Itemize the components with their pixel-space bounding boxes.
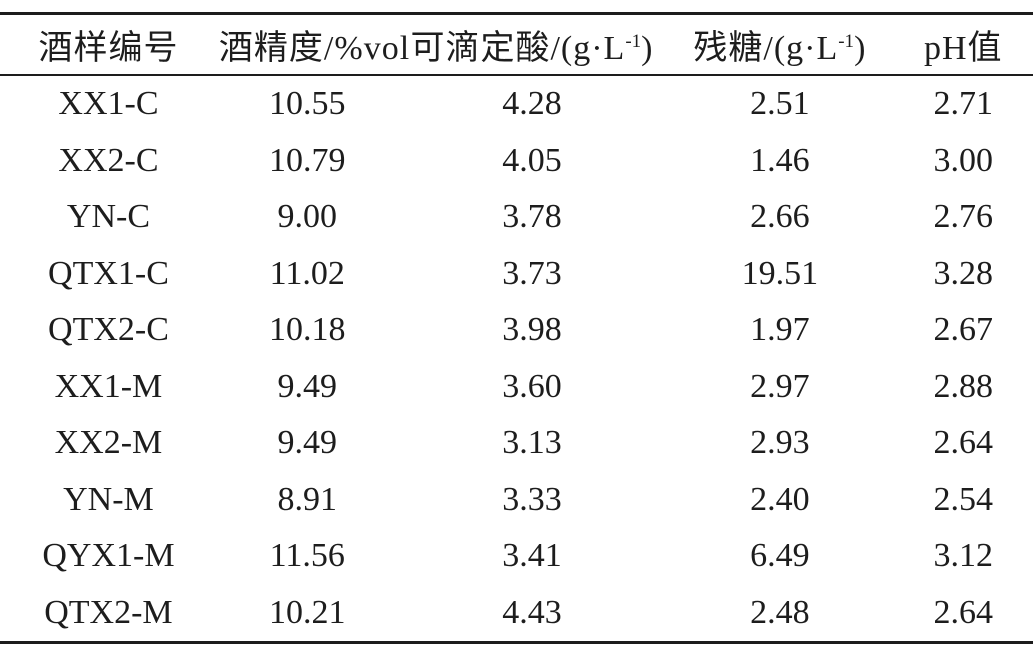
cell-alcohol: 10.18: [269, 311, 346, 349]
cell-residual-sugar: 6.49: [750, 537, 810, 575]
cell-residual-sugar: 1.97: [750, 311, 810, 349]
col-header-alcohol-label: 酒精度/%vol: [218, 30, 411, 67]
col-header-ph: pH值: [893, 13, 1033, 76]
cell-alcohol: 11.02: [269, 254, 345, 292]
col-header-titratable-acid-sup: -1: [625, 31, 642, 52]
cell-titratable-acid: 3.98: [502, 311, 562, 349]
cell-titratable-acid: 3.13: [502, 424, 562, 462]
table-row: XX2-C 10.79 4.05 1.46 3.00: [0, 133, 1033, 190]
cell-titratable-acid: 3.60: [502, 367, 562, 405]
col-header-alcohol: 酒精度/%vol: [216, 13, 409, 76]
cell-residual-sugar: 2.97: [750, 367, 810, 405]
cell-ph: 2.67: [933, 311, 994, 349]
cell-alcohol: 9.49: [277, 367, 338, 405]
cell-sample-id: QTX2-C: [48, 311, 169, 349]
cell-residual-sugar: 2.40: [750, 480, 810, 518]
table-row: YN-C 9.00 3.78 2.66 2.76: [0, 189, 1033, 246]
cell-residual-sugar: 2.93: [750, 424, 810, 462]
cell-residual-sugar: 19.51: [741, 254, 819, 292]
cell-sample-id: YN-C: [66, 198, 151, 236]
col-header-residual-sugar-sup: -1: [838, 31, 855, 52]
col-header-titratable-acid-suffix: ): [641, 30, 654, 67]
cell-sample-id: QYX1-M: [42, 537, 175, 575]
cell-sample-id: XX2-M: [54, 424, 163, 462]
cell-ph: 2.71: [933, 85, 994, 123]
cell-sample-id: XX2-C: [58, 141, 159, 179]
cell-titratable-acid: 4.28: [502, 85, 562, 123]
cell-residual-sugar: 2.66: [750, 198, 810, 236]
cell-ph: 3.12: [933, 537, 994, 575]
cell-alcohol: 10.21: [269, 593, 346, 631]
col-header-sample-id-label: 酒样编号: [38, 30, 179, 67]
cell-alcohol: 8.91: [277, 480, 338, 518]
table-row: XX1-C 10.55 4.28 2.51 2.71: [0, 75, 1033, 133]
cell-sample-id: QTX2-M: [44, 593, 173, 631]
cell-sample-id: YN-M: [63, 480, 154, 518]
cell-residual-sugar: 2.48: [750, 593, 810, 631]
header-row: 酒样编号 酒精度/%vol 可滴定酸/(g·L-1) 残糖/(g·L-1) pH…: [0, 13, 1033, 76]
col-header-ph-label: pH值: [923, 30, 1003, 67]
cell-titratable-acid: 4.43: [502, 593, 562, 631]
col-header-residual-sugar-suffix: ): [854, 30, 867, 67]
cell-ph: 2.88: [933, 367, 994, 405]
cell-ph: 2.64: [933, 593, 994, 631]
cell-residual-sugar: 1.46: [750, 141, 810, 179]
table-header: 酒样编号 酒精度/%vol 可滴定酸/(g·L-1) 残糖/(g·L-1) pH…: [0, 13, 1033, 76]
cell-ph: 3.00: [933, 141, 994, 179]
cell-titratable-acid: 4.05: [502, 141, 562, 179]
cell-titratable-acid: 3.41: [502, 537, 562, 575]
cell-ph: 2.76: [933, 198, 994, 236]
cell-alcohol: 10.55: [269, 85, 346, 123]
cell-sample-id: XX1-C: [58, 85, 159, 123]
cell-alcohol: 11.56: [269, 537, 345, 575]
cell-titratable-acid: 3.73: [502, 254, 562, 292]
table-body: XX1-C 10.55 4.28 2.51 2.71 XX2-C 10.79 4…: [0, 75, 1033, 643]
cell-ph: 3.28: [933, 254, 994, 292]
table-row: QTX2-C 10.18 3.98 1.97 2.67: [0, 302, 1033, 359]
cell-sample-id: QTX1-C: [48, 254, 169, 292]
wine-analysis-table: 酒样编号 酒精度/%vol 可滴定酸/(g·L-1) 残糖/(g·L-1) pH…: [0, 12, 1033, 644]
table-row: QTX1-C 11.02 3.73 19.51 3.28: [0, 246, 1033, 303]
table-row: XX2-M 9.49 3.13 2.93 2.64: [0, 415, 1033, 472]
cell-ph: 2.64: [933, 424, 994, 462]
cell-titratable-acid: 3.33: [502, 480, 562, 518]
table-row: QYX1-M 11.56 3.41 6.49 3.12: [0, 528, 1033, 585]
cell-alcohol: 9.00: [277, 198, 338, 236]
cell-ph: 2.54: [933, 480, 994, 518]
col-header-residual-sugar: 残糖/(g·L-1): [666, 13, 894, 76]
col-header-sample-id: 酒样编号: [0, 13, 217, 76]
col-header-titratable-acid-label: 可滴定酸/(g·L: [410, 30, 626, 67]
table-row: YN-M 8.91 3.33 2.40 2.54: [0, 472, 1033, 529]
cell-sample-id: XX1-M: [54, 367, 163, 405]
cell-alcohol: 10.79: [269, 141, 346, 179]
col-header-residual-sugar-label: 残糖/(g·L: [693, 30, 839, 67]
cell-titratable-acid: 3.78: [502, 198, 562, 236]
table-row: QTX2-M 10.21 4.43 2.48 2.64: [0, 585, 1033, 643]
cell-residual-sugar: 2.51: [750, 85, 810, 123]
col-header-titratable-acid: 可滴定酸/(g·L-1): [397, 13, 667, 76]
table-row: XX1-M 9.49 3.60 2.97 2.88: [0, 359, 1033, 416]
cell-alcohol: 9.49: [277, 424, 338, 462]
